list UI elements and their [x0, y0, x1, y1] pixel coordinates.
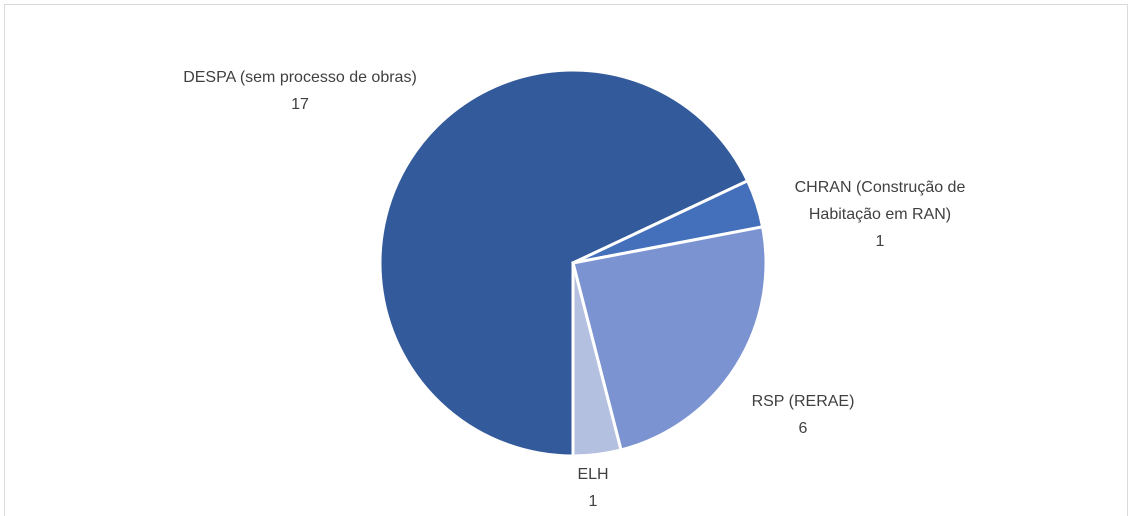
pie-slice	[378, 68, 750, 458]
chart-border	[4, 4, 1128, 516]
data-label: ELH 1	[543, 461, 643, 515]
pie-slice	[571, 225, 768, 452]
category-label: ELH	[577, 466, 609, 483]
data-label: DESPA (sem processo de obras) 17	[175, 64, 425, 118]
data-label: CHRAN (Construção de Habitação em RAN) 1	[765, 174, 995, 255]
value-label: 17	[291, 96, 309, 113]
category-label: CHRAN (Construção de Habitação em RAN)	[794, 179, 966, 223]
pie-slice	[571, 262, 623, 458]
data-label: RSP (RERAE) 6	[718, 388, 888, 442]
value-label: 6	[798, 420, 808, 437]
category-label: RSP (RERAE)	[751, 393, 855, 410]
value-label: 1	[875, 233, 885, 250]
value-label: 1	[588, 493, 598, 510]
category-label: DESPA (sem processo de obras)	[183, 69, 417, 86]
